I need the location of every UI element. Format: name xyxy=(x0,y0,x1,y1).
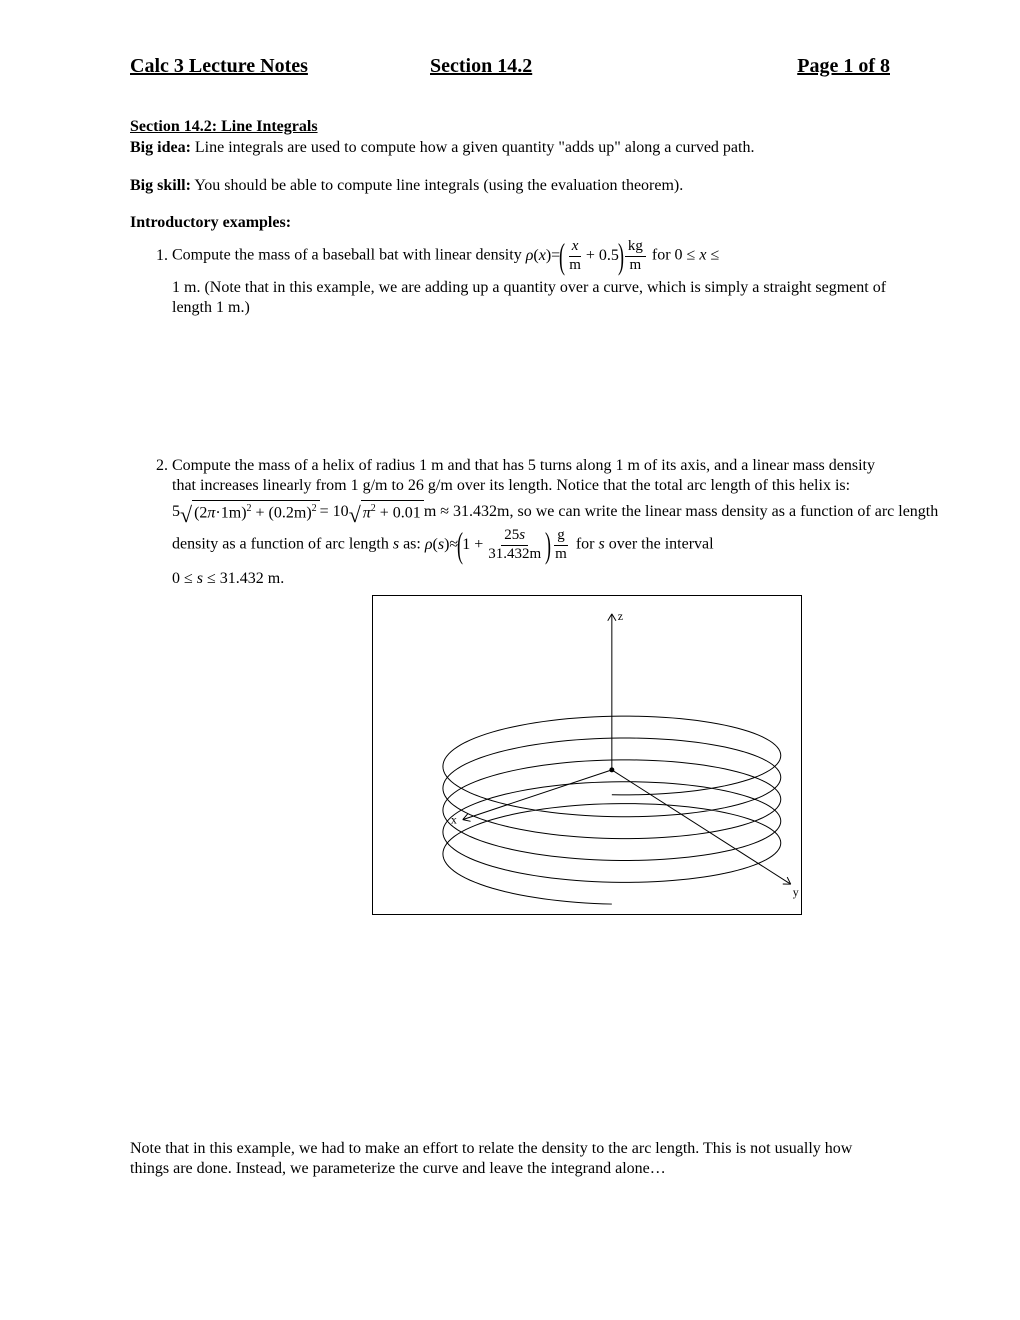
rparen-icon: ) xyxy=(618,238,624,274)
fraction-g-m: g m xyxy=(552,528,570,563)
ex2-text-a: Compute the mass of a helix of radius 1 … xyxy=(172,456,890,496)
fraction-kg-m: kg m xyxy=(625,239,646,274)
ex2-text-b: , so we can write the linear mass densit… xyxy=(509,502,938,522)
rho-symbol-2: ρ xyxy=(425,535,433,555)
x-var: x xyxy=(539,246,546,266)
big-skill-label: Big skill: xyxy=(130,177,191,194)
ex2-rho-formula: ρ (s) ≈ ( 1 + 25s 31.432m ) g m xyxy=(425,527,572,563)
sqrt-body-1: (2π·1m)2 + (0.2m)2 xyxy=(192,500,320,523)
fraction-25s: 25s 31.432m xyxy=(485,528,544,563)
ex1-text-d: 1 m. (Note that in this example, we are … xyxy=(172,278,890,318)
big-skill-text: You should be able to compute line integ… xyxy=(191,177,683,194)
ex2-interval: 0 ≤ s ≤ 31.432 m. xyxy=(172,569,890,589)
fraction-x-m: x m xyxy=(566,239,584,274)
svg-text:z: z xyxy=(618,609,623,623)
intro-examples-heading: Introductory examples: xyxy=(130,214,890,232)
big-idea-label: Big idea: xyxy=(130,139,191,156)
rparen-icon-2: ) xyxy=(545,527,551,563)
ex1-text-b: for 0 ≤ xyxy=(652,247,699,264)
big-skill-paragraph: Big skill: You should be able to compute… xyxy=(130,176,890,196)
ex2-as: as: xyxy=(399,536,425,553)
section-title: Section 14.2: Line Integrals xyxy=(130,118,890,136)
sqrt-icon: √ xyxy=(180,505,192,525)
big-idea-text: Line integrals are used to compute how a… xyxy=(191,139,755,156)
examples-list: Compute the mass of a baseball bat with … xyxy=(130,238,890,1121)
sqrt-group-1: √ (2π·1m)2 + (0.2m)2 xyxy=(180,500,320,523)
sqrt-prefix: 5 xyxy=(172,502,180,522)
header-center: Section 14.2 xyxy=(430,55,690,78)
frac-den: 31.432m xyxy=(485,546,544,563)
lparen-icon-2: ( xyxy=(457,527,463,563)
ex2-for: for xyxy=(576,536,599,553)
ex2-interval-word: over the interval xyxy=(605,536,714,553)
eq-after: m ≈ 31.432m xyxy=(424,502,510,522)
eq-mid: = 10 xyxy=(320,502,349,522)
helix-figure: z x y xyxy=(372,595,802,915)
plus-half: + 0.5 xyxy=(586,246,619,266)
sqrt-icon-2: √ xyxy=(349,505,361,525)
one-plus: 1 + xyxy=(462,535,483,555)
ex2-density-line: density as a function of arc length s as… xyxy=(172,527,890,563)
frac-num: 25s xyxy=(501,528,528,546)
header-right: Page 1 of 8 xyxy=(690,55,890,78)
sqrt-body-2: π2 + 0.01 xyxy=(361,500,424,523)
rho-symbol: ρ xyxy=(526,246,534,266)
big-idea-paragraph: Big idea: Line integrals are used to com… xyxy=(130,138,890,158)
ex1-text-a: Compute the mass of a baseball bat with … xyxy=(172,247,526,264)
svg-text:y: y xyxy=(793,885,799,899)
closing-note: Note that in this example, we had to mak… xyxy=(130,1139,890,1179)
workspace-gap-1 xyxy=(172,318,890,438)
sqrt-group-2: √ π2 + 0.01 xyxy=(349,500,424,523)
ex2-arclength-formula: 5 √ (2π·1m)2 + (0.2m)2 = 10 √ π2 + 0.01 … xyxy=(172,500,938,523)
header-left: Calc 3 Lecture Notes xyxy=(130,55,430,78)
lparen-icon: ( xyxy=(559,238,565,274)
ex1-formula: ρ (x) = ( x m + 0.5 ) kg m xyxy=(526,238,648,274)
example-1: Compute the mass of a baseball bat with … xyxy=(172,238,890,438)
svg-text:x: x xyxy=(451,813,457,827)
workspace-gap-2 xyxy=(172,931,890,1121)
ex1-text-c: ≤ xyxy=(706,247,719,264)
example-2: Compute the mass of a helix of radius 1 … xyxy=(172,456,890,1121)
page-header: Calc 3 Lecture Notes Section 14.2 Page 1… xyxy=(130,55,890,78)
